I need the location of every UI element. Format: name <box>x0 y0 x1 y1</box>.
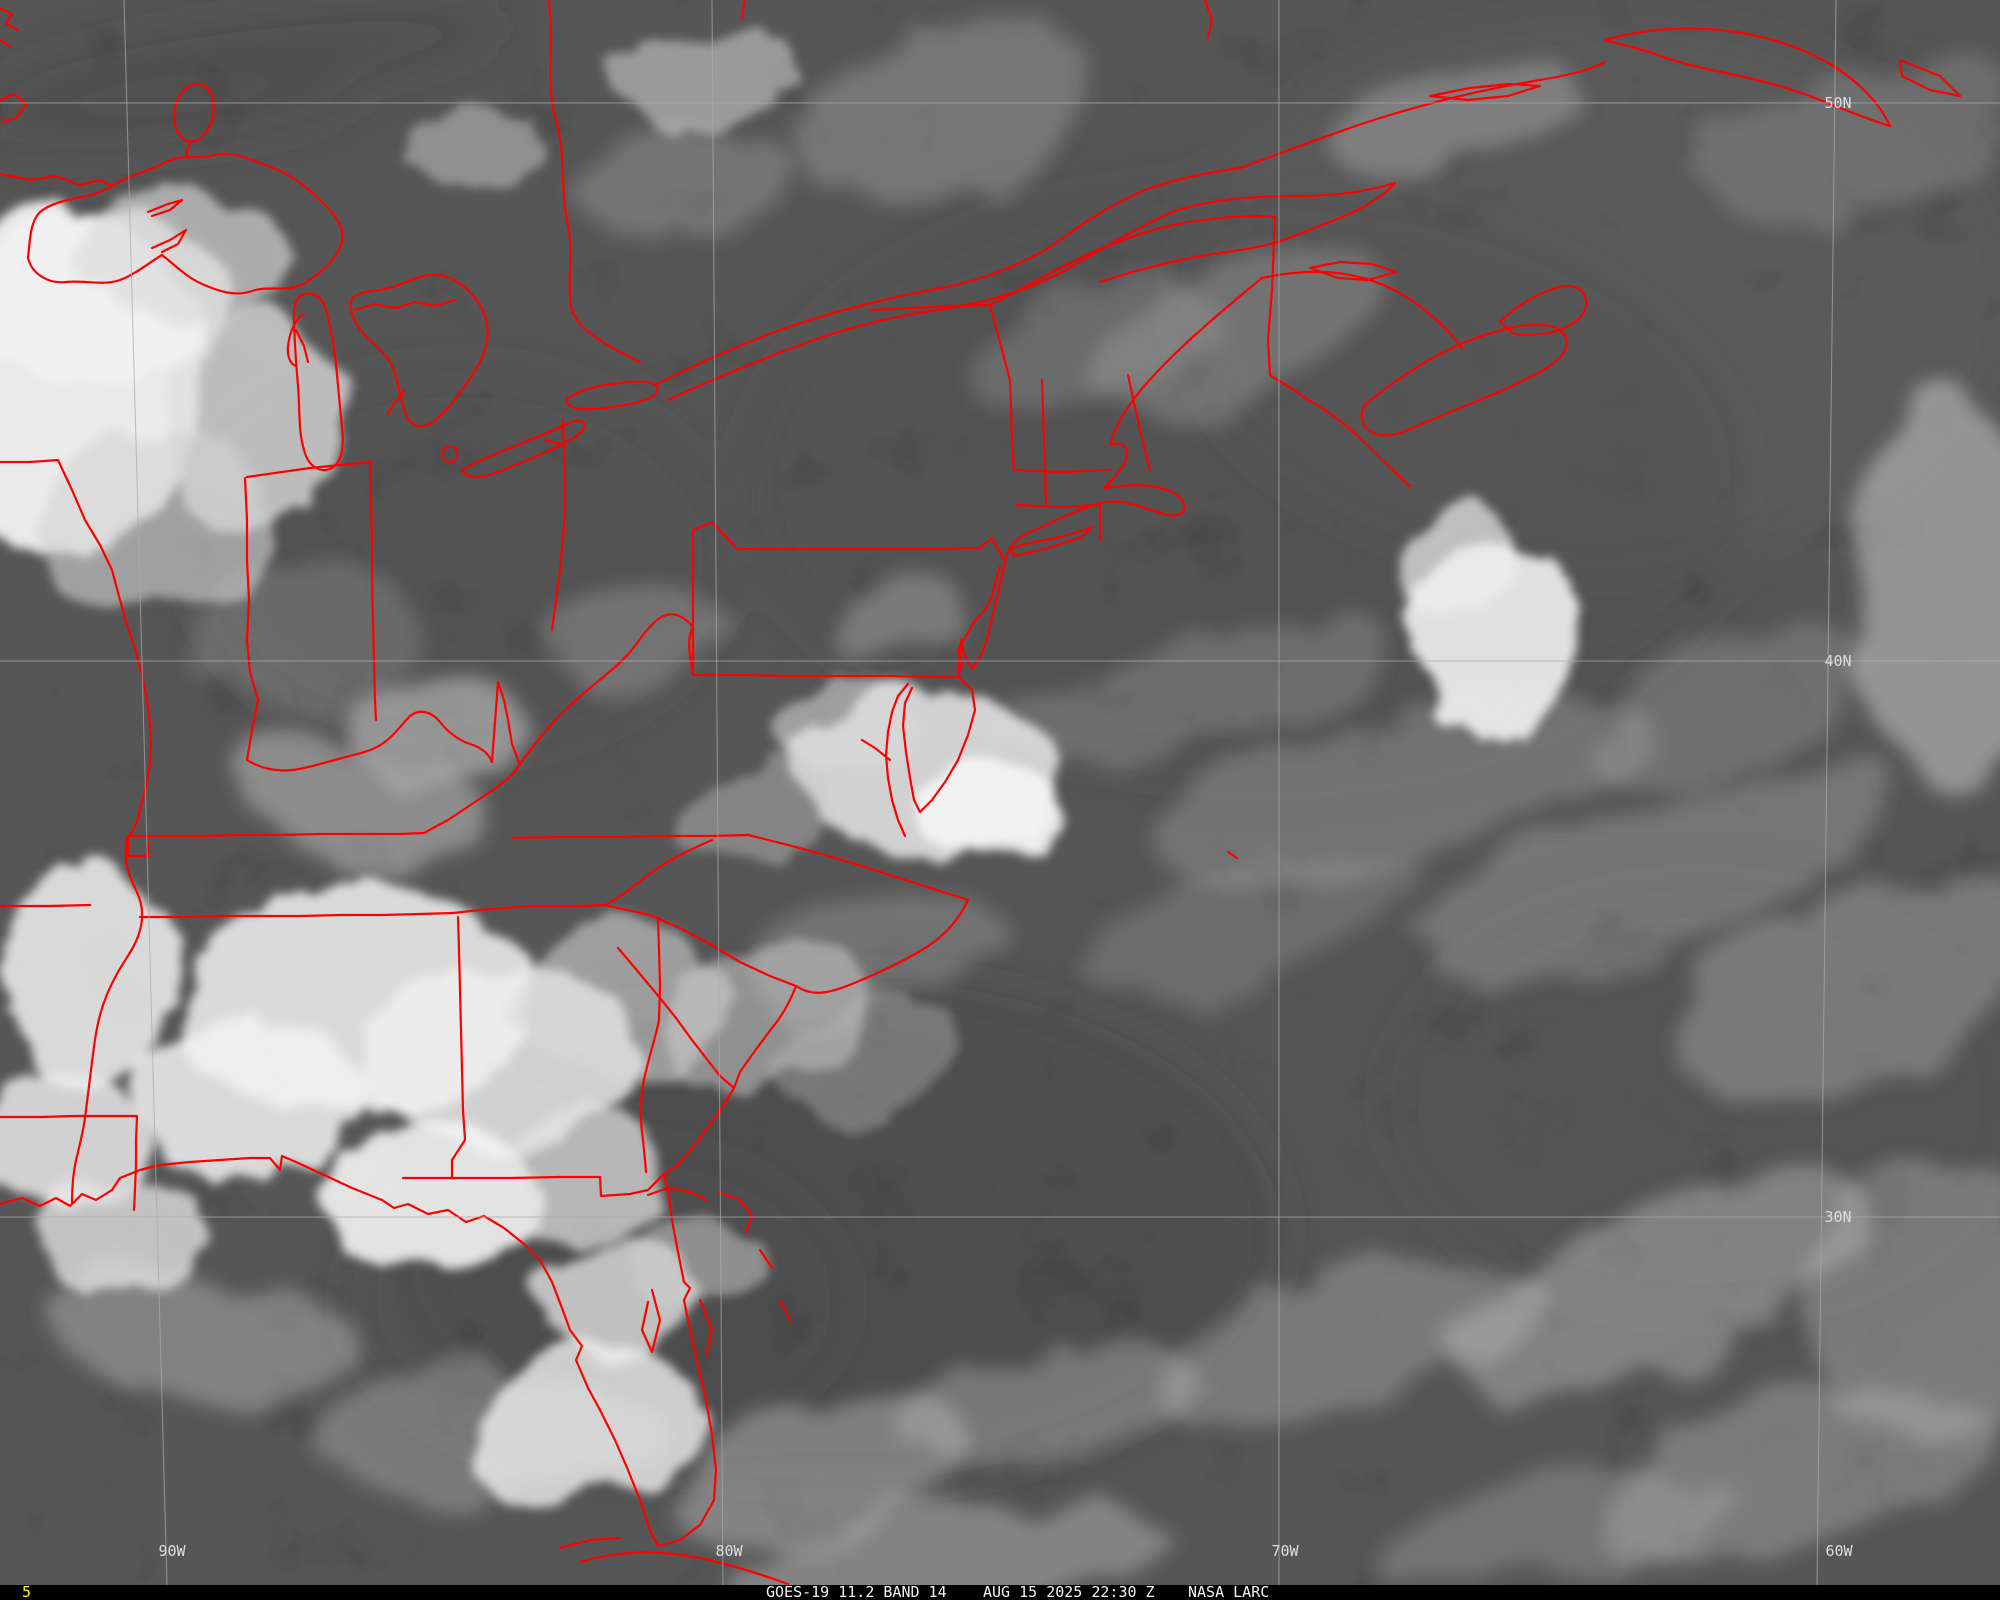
lon-label-60W: 60W <box>1825 1542 1853 1560</box>
caption-credit: NASA LARC <box>1188 1583 1270 1600</box>
lon-label-70W: 70W <box>1271 1542 1299 1560</box>
lat-label-40N: 40N <box>1824 652 1851 670</box>
lon-label-80W: 80W <box>715 1542 743 1560</box>
caption-instrument: GOES-19 11.2 BAND 14 <box>766 1583 947 1600</box>
meridian-line-90W <box>123 0 168 1585</box>
meridian-line-60W <box>1816 0 1837 1585</box>
map-borders-overlay <box>0 0 1962 1585</box>
lat-label-30N: 30N <box>1824 1208 1851 1226</box>
caption-bar: 5 GOES-19 11.2 BAND 14 AUG 15 2025 22:30… <box>0 1585 2000 1600</box>
frame-number: 5 <box>22 1583 32 1600</box>
caption-datetime: AUG 15 2025 22:30 Z <box>983 1583 1155 1600</box>
meridian-line-80W <box>711 0 724 1585</box>
lon-label-90W: 90W <box>158 1542 186 1560</box>
lat-label-50N: 50N <box>1824 94 1851 112</box>
